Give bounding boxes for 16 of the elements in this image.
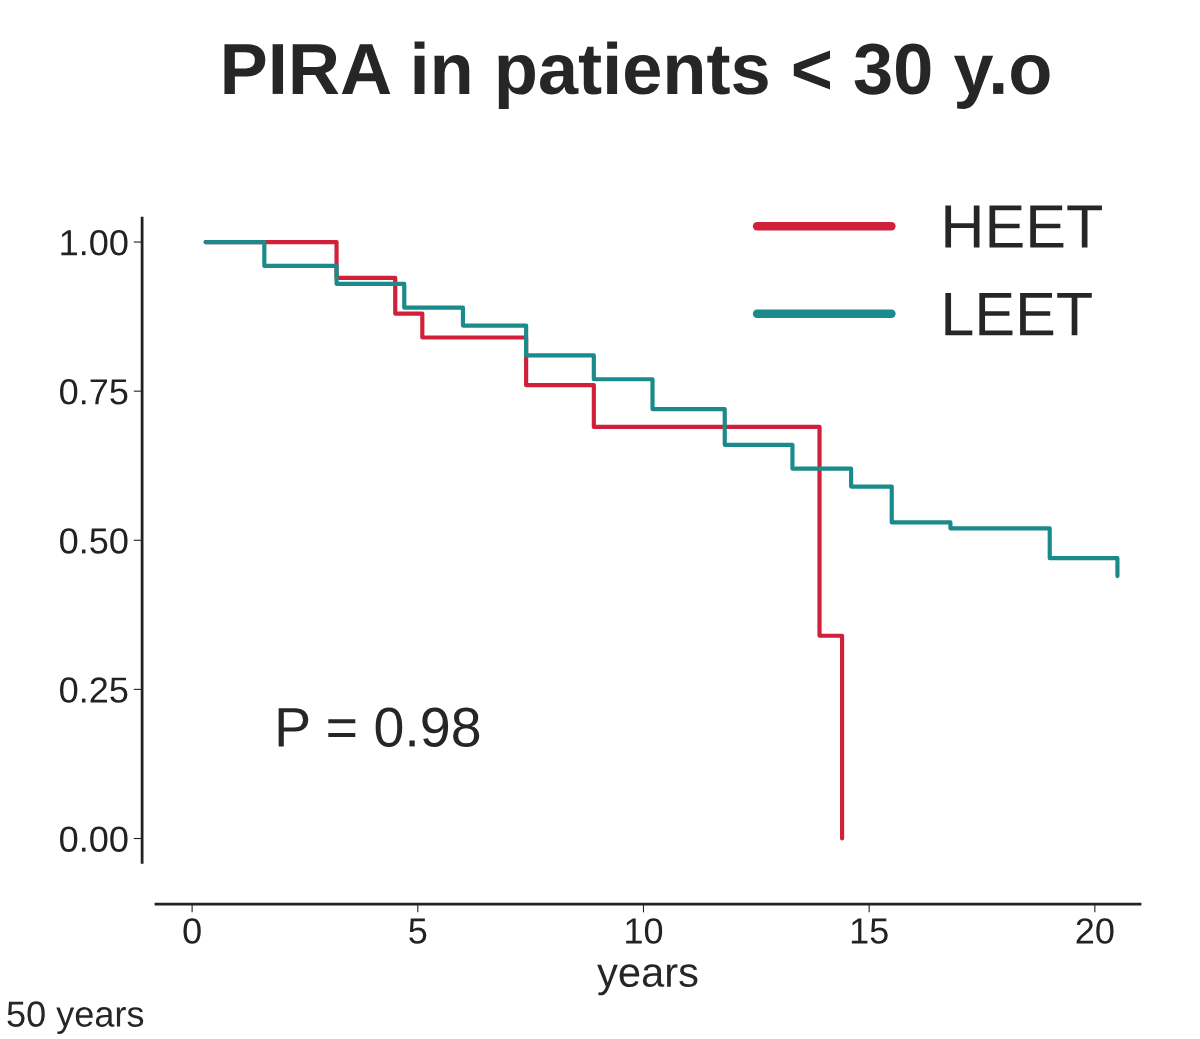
text: 50 years [7, 1001, 144, 1035]
x-tick-label: 15 [851, 918, 888, 944]
x-tick-label: 5 [409, 918, 427, 944]
legend-label: HEET [945, 205, 1102, 248]
x-tick-label: 0 [183, 918, 201, 944]
x-axis-title: years [597, 964, 698, 996]
legend-label: LEET [945, 293, 1092, 336]
x-tick-label: 20 [1076, 918, 1114, 944]
annotation: P = 0.98 [278, 707, 480, 747]
chart-title: PIRA in patients < 30 y.o [224, 41, 1050, 109]
x-tick-label: 10 [626, 918, 663, 944]
y-tick-label: 0.75 [60, 379, 128, 405]
y-tick-label: 0.50 [60, 528, 128, 554]
y-tick-label: 0.25 [60, 677, 128, 703]
y-tick-label: 1.00 [61, 229, 128, 256]
y-tick-label: 0.00 [60, 826, 128, 852]
